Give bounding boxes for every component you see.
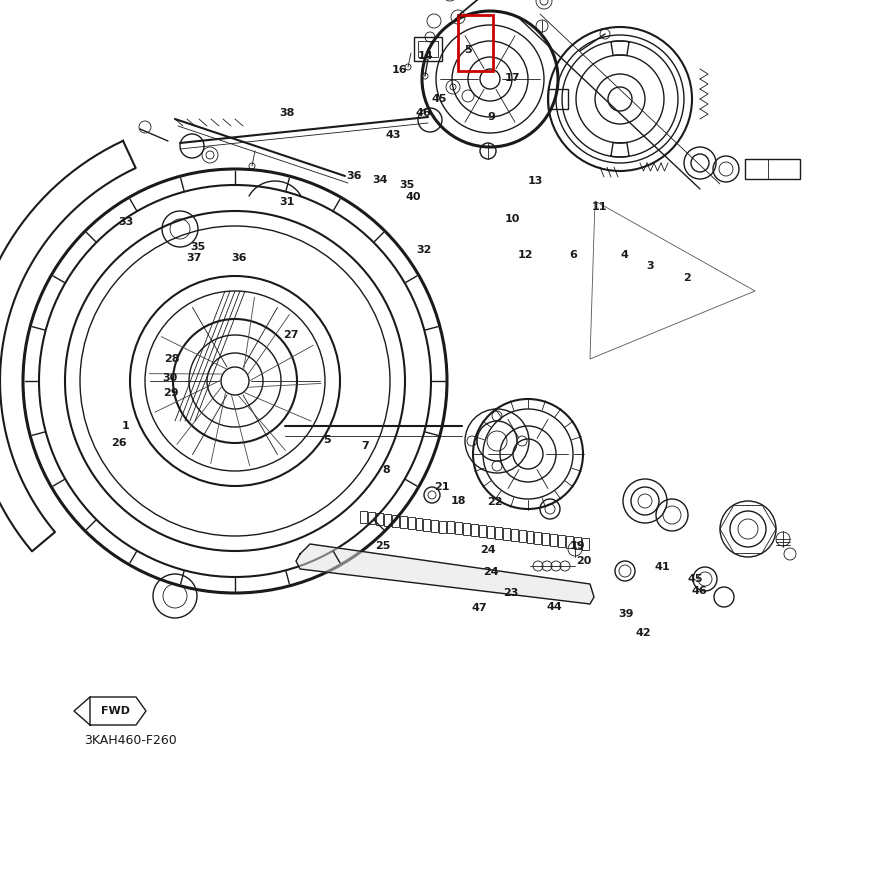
Bar [418,41,438,57]
Bar [558,534,565,547]
Text: 39: 39 [618,609,634,620]
Text: 27: 27 [283,330,299,341]
Text: 42: 42 [635,627,651,638]
Bar [448,521,454,534]
Bar [550,534,557,546]
Text: 24: 24 [481,545,496,555]
Text: 35: 35 [190,242,206,252]
Text: 7: 7 [362,441,368,451]
Bar [519,530,526,542]
Bar [458,15,493,71]
Text: 6: 6 [569,250,578,261]
Bar [463,523,470,535]
Text: 14: 14 [418,51,434,62]
Bar [455,522,462,534]
Text: 17: 17 [505,73,521,83]
Bar [392,514,399,527]
Text: 18: 18 [450,495,466,506]
Text: 2: 2 [683,273,690,283]
Bar [414,37,442,61]
Bar [431,520,438,532]
Text: 8: 8 [383,465,390,475]
Text: 3: 3 [647,261,653,271]
Text: 28: 28 [164,354,180,364]
Text: 22: 22 [488,497,503,507]
Text: 31: 31 [279,196,295,207]
Bar [400,516,407,527]
Text: FWD: FWD [102,706,130,716]
Text: 24: 24 [483,567,499,577]
Text: 44: 44 [547,601,562,612]
Text: 25: 25 [375,541,390,551]
Text: 36: 36 [231,253,247,263]
Bar [511,529,518,541]
Text: 4: 4 [620,250,628,261]
Text: 32: 32 [416,245,432,255]
Text: 12: 12 [518,250,534,261]
Text: 21: 21 [434,481,449,492]
Text: 43: 43 [385,129,401,140]
Text: 26: 26 [111,438,127,448]
Bar [574,537,581,548]
Text: 29: 29 [163,388,179,398]
Bar [567,536,574,547]
Bar [503,528,510,541]
Bar [745,159,800,179]
Bar [542,533,549,545]
Bar [527,531,534,543]
Text: 40: 40 [405,192,421,202]
Text: 5: 5 [464,45,471,56]
Text: 13: 13 [527,176,543,186]
Polygon shape [296,544,594,604]
Bar [376,513,382,525]
Text: 5: 5 [323,434,330,445]
Text: 45: 45 [687,574,703,584]
Text: 36: 36 [347,170,362,181]
Text: 37: 37 [186,253,202,263]
Bar [534,532,541,544]
Bar [582,538,589,550]
Bar [423,519,430,531]
Text: 34: 34 [372,175,388,185]
Bar [548,89,568,109]
Text: 41: 41 [654,562,670,573]
Bar [415,518,422,530]
Text: 16: 16 [392,64,408,75]
Bar [408,517,415,528]
Bar [494,527,501,539]
Text: 38: 38 [279,108,295,118]
Text: 11: 11 [592,202,607,212]
Text: 46: 46 [415,108,431,118]
Text: 10: 10 [505,214,521,224]
Text: 46: 46 [692,586,707,596]
Bar [471,524,478,536]
Text: 23: 23 [503,587,519,598]
Text: 33: 33 [118,216,134,227]
Bar [368,512,375,524]
Text: 47: 47 [472,603,488,614]
Text: 30: 30 [163,373,178,383]
Text: 3KAH460-F260: 3KAH460-F260 [83,734,176,747]
Text: 19: 19 [570,541,586,551]
Bar [440,521,447,533]
Text: 20: 20 [576,556,592,567]
Bar [384,514,391,526]
Text: 35: 35 [399,180,415,190]
Text: 45: 45 [431,94,447,104]
Bar [360,511,367,523]
Bar [479,525,486,537]
Text: 1: 1 [123,421,129,431]
Text: 9: 9 [487,112,495,123]
Bar [487,527,494,538]
